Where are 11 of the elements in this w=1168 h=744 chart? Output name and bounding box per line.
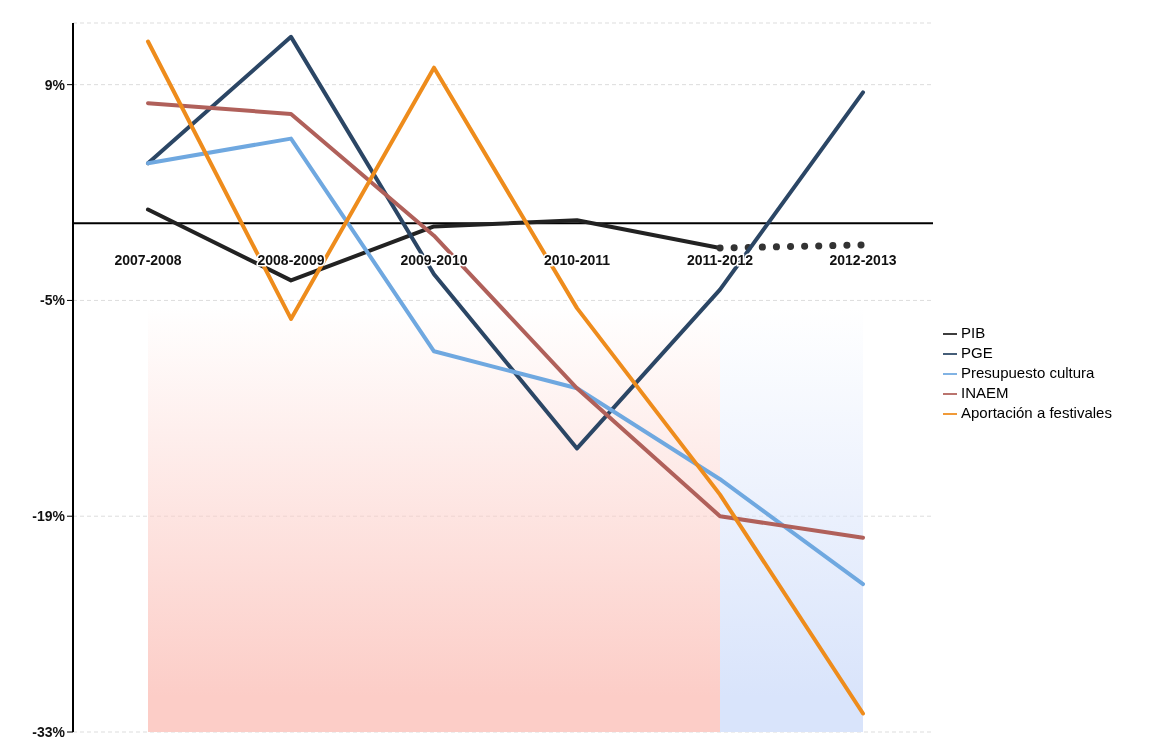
x-tick-label: 2007-2008 (114, 252, 182, 269)
legend-label: PGE (961, 344, 993, 361)
legend-label: PIB (961, 324, 986, 341)
y-tick-label: -5% (40, 292, 66, 309)
y-tick-label: 9% (44, 76, 66, 93)
legend-label: INAEM (961, 384, 1009, 401)
y-tick-label: -33% (32, 723, 66, 740)
y-tick-label: -19% (32, 508, 66, 525)
legend-label: Presupuesto cultura (961, 364, 1095, 381)
legend-label: Aportación a festivales (961, 404, 1112, 421)
x-tick-label: 2012-2013 (829, 252, 897, 269)
